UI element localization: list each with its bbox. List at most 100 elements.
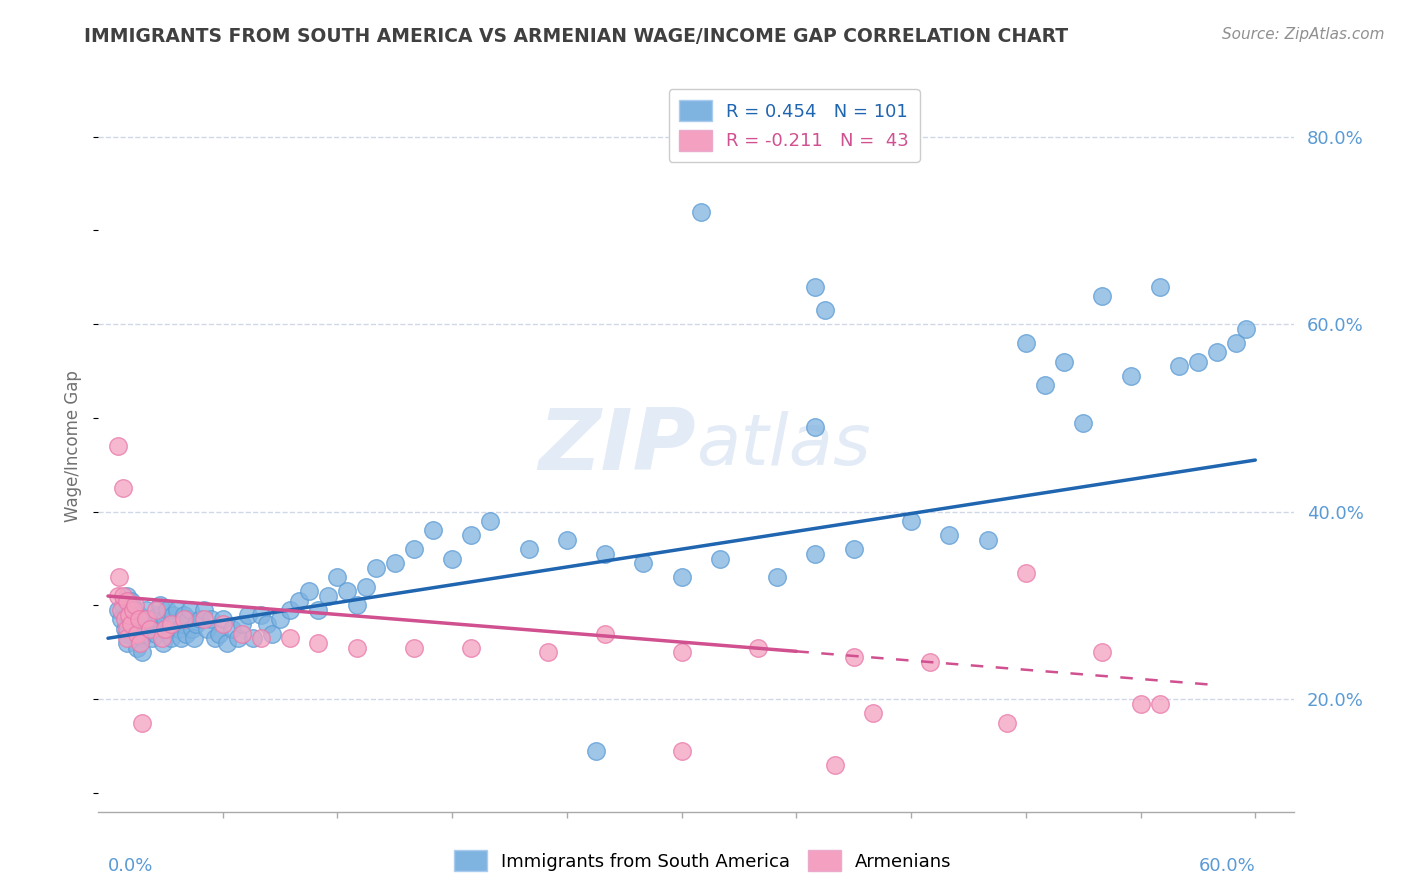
Point xyxy=(115,607,138,622)
Point xyxy=(163,617,186,632)
Point xyxy=(142,617,165,632)
Point xyxy=(110,612,132,626)
Point xyxy=(131,632,153,646)
Point xyxy=(120,593,142,607)
Point xyxy=(517,542,540,557)
Point xyxy=(150,632,173,646)
Point xyxy=(193,603,215,617)
Point xyxy=(307,603,329,617)
Point xyxy=(226,632,249,646)
Point xyxy=(402,640,425,655)
Point xyxy=(135,612,157,626)
Point xyxy=(804,279,827,293)
Point xyxy=(269,612,291,626)
Point xyxy=(242,632,264,646)
Point xyxy=(231,626,253,640)
Point xyxy=(115,593,138,607)
Point xyxy=(384,556,406,570)
Point xyxy=(346,599,368,613)
Point xyxy=(125,622,148,636)
Point xyxy=(173,612,195,626)
Point xyxy=(176,626,198,640)
Point xyxy=(593,547,616,561)
Point xyxy=(900,514,922,528)
Point xyxy=(167,622,190,636)
Point xyxy=(862,706,884,721)
Point xyxy=(1091,289,1114,303)
Point xyxy=(112,481,135,495)
Point xyxy=(107,603,129,617)
Point xyxy=(129,636,152,650)
Point xyxy=(200,612,222,626)
Point xyxy=(124,603,146,617)
Point xyxy=(110,603,132,617)
Point xyxy=(256,617,278,632)
Point xyxy=(152,636,174,650)
Point xyxy=(139,622,162,636)
Point xyxy=(1129,697,1152,711)
Point xyxy=(173,607,195,622)
Point xyxy=(108,570,131,584)
Point xyxy=(135,603,157,617)
Point xyxy=(115,589,138,603)
Point xyxy=(422,524,444,538)
Point xyxy=(804,547,827,561)
Point xyxy=(131,715,153,730)
Text: IMMIGRANTS FROM SOUTH AMERICA VS ARMENIAN WAGE/INCOME GAP CORRELATION CHART: IMMIGRANTS FROM SOUTH AMERICA VS ARMENIA… xyxy=(84,27,1069,45)
Point xyxy=(262,626,284,640)
Point xyxy=(460,640,482,655)
Point xyxy=(1167,359,1189,374)
Point xyxy=(172,617,194,632)
Point xyxy=(114,612,136,626)
Point xyxy=(146,607,169,622)
Point xyxy=(585,744,607,758)
Point xyxy=(1149,279,1171,293)
Text: ZIP: ZIP xyxy=(538,404,696,488)
Point xyxy=(193,612,215,626)
Point xyxy=(236,607,259,622)
Point xyxy=(121,612,143,626)
Point xyxy=(336,584,359,599)
Point xyxy=(155,612,177,626)
Point xyxy=(145,626,167,640)
Point xyxy=(766,570,789,584)
Point xyxy=(129,617,152,632)
Point xyxy=(842,542,865,557)
Point xyxy=(160,632,183,646)
Point xyxy=(1225,335,1247,350)
Point xyxy=(298,584,321,599)
Point xyxy=(128,612,150,626)
Point xyxy=(211,617,233,632)
Point xyxy=(938,528,960,542)
Point xyxy=(364,561,387,575)
Point xyxy=(128,607,150,622)
Point xyxy=(115,626,138,640)
Point xyxy=(250,607,273,622)
Point xyxy=(112,589,135,603)
Point xyxy=(155,622,177,636)
Point xyxy=(166,603,188,617)
Point xyxy=(804,420,827,434)
Point xyxy=(215,636,238,650)
Point xyxy=(593,626,616,640)
Point xyxy=(183,632,205,646)
Point xyxy=(139,622,162,636)
Text: 60.0%: 60.0% xyxy=(1198,856,1256,875)
Point xyxy=(160,617,183,632)
Point xyxy=(211,612,233,626)
Point xyxy=(747,640,769,655)
Point xyxy=(633,556,655,570)
Point xyxy=(114,622,136,636)
Point xyxy=(181,622,204,636)
Point xyxy=(1015,335,1038,350)
Point xyxy=(814,303,837,318)
Text: 0.0%: 0.0% xyxy=(108,856,153,875)
Point xyxy=(920,655,942,669)
Point xyxy=(1015,566,1038,580)
Point xyxy=(124,599,146,613)
Point xyxy=(145,603,167,617)
Point xyxy=(1149,697,1171,711)
Point xyxy=(1234,322,1257,336)
Point xyxy=(134,626,156,640)
Point xyxy=(221,622,243,636)
